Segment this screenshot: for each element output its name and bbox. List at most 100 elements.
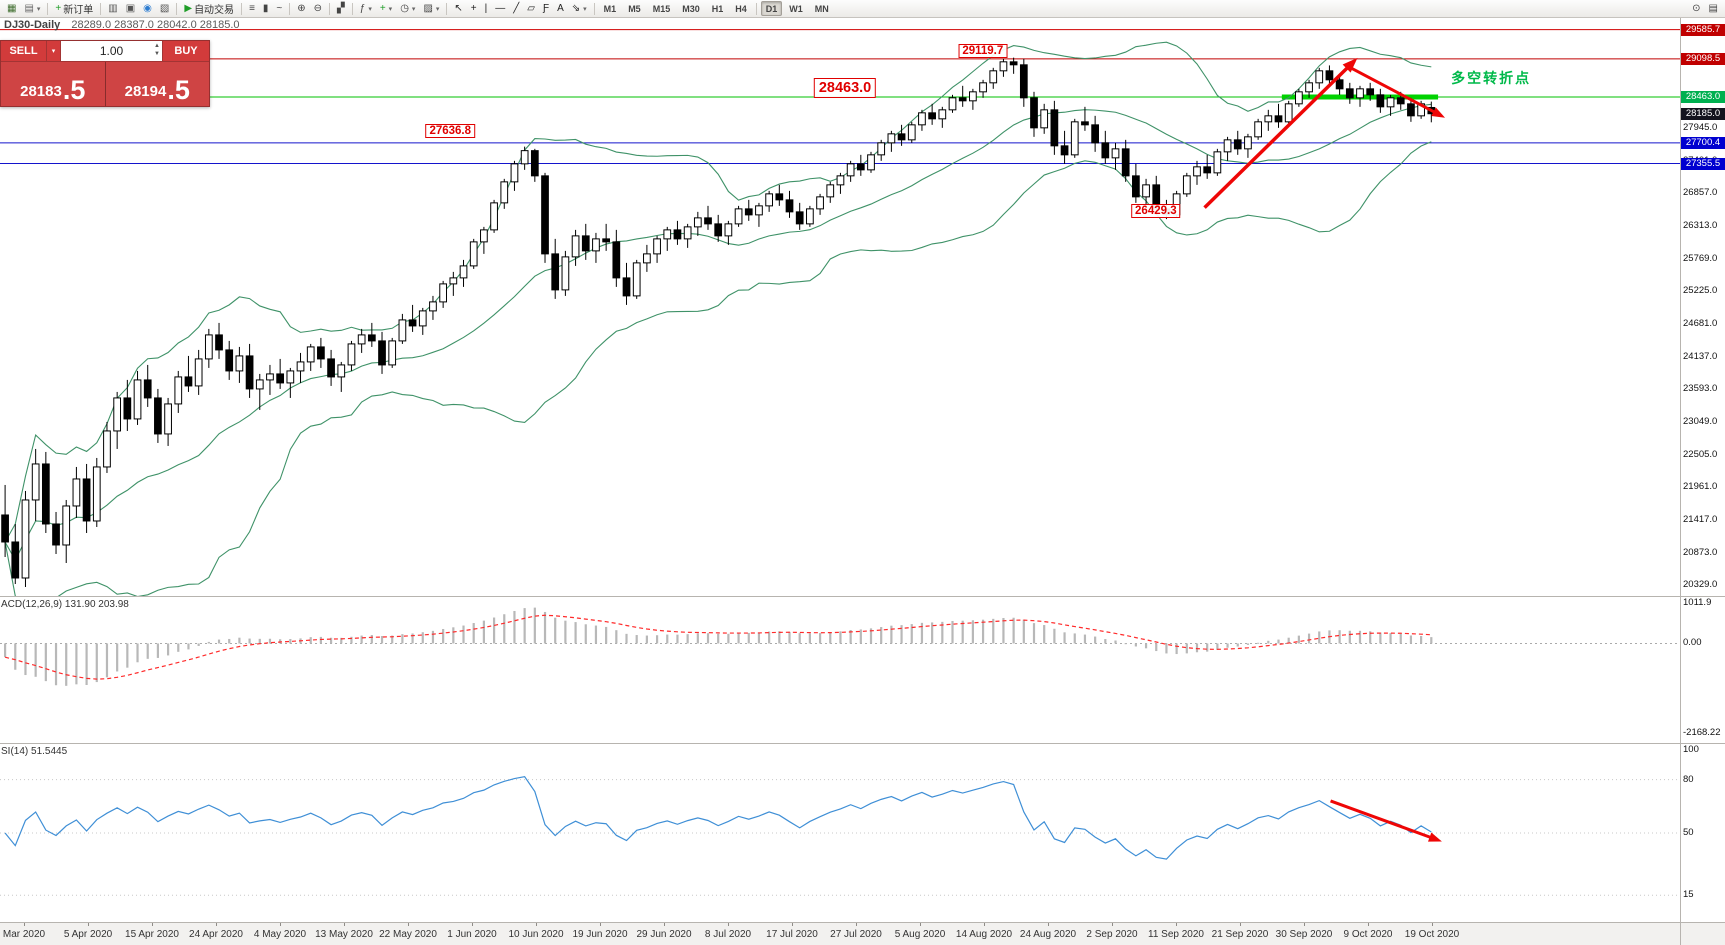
timeframe-m5[interactable]: M5: [628, 4, 641, 14]
sell-price-main: 28183: [20, 83, 62, 100]
add-indicator-button[interactable]: + ▾: [376, 1, 396, 17]
arrows-tool-button[interactable]: ⇘ ▾: [568, 1, 591, 17]
timeframe-m1[interactable]: M1: [603, 4, 617, 14]
macd-axis[interactable]: 1011.9 0.00 -2168.22: [1680, 597, 1725, 743]
chart-search-button[interactable]: ⊙: [1688, 1, 1704, 17]
auto-trading-button[interactable]: ▶ 自动交易: [180, 1, 238, 17]
date-label: 29 Jun 2020: [636, 929, 692, 940]
macd-pane[interactable]: ACD(12,26,9) 131.90 203.98: [0, 597, 1680, 743]
date-label: 13 May 2020: [315, 929, 373, 940]
time-tick: [600, 923, 601, 926]
time-axis[interactable]: Mar 2020 5 Apr 2020 15 Apr 2020 24 Apr 2020…: [0, 923, 1680, 945]
text-label-button[interactable]: A: [553, 1, 568, 17]
date-label: 30 Sep 2020: [1275, 929, 1333, 940]
templates-icon: ▨: [423, 2, 433, 14]
timeframe-d1[interactable]: D1: [760, 1, 783, 16]
chart-profiles-dropdown-icon[interactable]: ▾: [36, 5, 41, 13]
navigator-button[interactable]: ◉: [139, 1, 156, 17]
timeframe-h1[interactable]: H1: [711, 4, 724, 14]
buy-button[interactable]: BUY: [163, 41, 209, 61]
order-type-dropdown-icon[interactable]: ▾: [47, 41, 61, 61]
new-chart-button[interactable]: ▦: [3, 1, 20, 17]
date-label: 14 Aug 2020: [955, 929, 1013, 940]
axis-corner: [1680, 923, 1725, 945]
price-tag: 27700.4: [1681, 136, 1725, 149]
time-tick: [88, 923, 89, 926]
navigator-icon: ◉: [143, 2, 152, 14]
price-tag: 29098.5: [1681, 52, 1725, 65]
print-button[interactable]: ▤: [1705, 1, 1722, 17]
fibonacci-button[interactable]: Ƒ: [539, 1, 553, 17]
pane-splitter[interactable]: [0, 922, 1725, 923]
horizontal-line-button[interactable]: —: [491, 1, 509, 17]
cursor-button[interactable]: ↖: [450, 1, 466, 17]
periods-button[interactable]: ◷ ▾: [396, 1, 419, 17]
bar-chart-icon: ≡: [249, 2, 255, 14]
templates-dropdown-icon[interactable]: ▾: [435, 5, 440, 13]
zoom-in-button[interactable]: ⊕: [293, 1, 309, 17]
date-label: 21 Sep 2020: [1211, 929, 1269, 940]
line-chart-button[interactable]: ~: [272, 1, 286, 17]
rsi-axis[interactable]: 100 80 50 15: [1680, 744, 1725, 922]
zoom-out-button[interactable]: ⊖: [310, 1, 326, 17]
macd-chart[interactable]: [0, 597, 1680, 743]
trendline-button[interactable]: ╱: [509, 1, 523, 17]
date-label: 19 Jun 2020: [572, 929, 628, 940]
volume-field[interactable]: 1.00 ▲ ▼: [61, 41, 163, 61]
new-order-button[interactable]: + 新订单: [51, 1, 97, 17]
toolbar-separator: [47, 2, 49, 15]
arrows-tool-dropdown-icon[interactable]: ▾: [583, 5, 587, 13]
timeframe-mn[interactable]: MN: [814, 4, 829, 14]
time-tick: [344, 923, 345, 926]
auto-trading-icon: ▶: [184, 2, 193, 14]
timeframe-h4[interactable]: H4: [735, 4, 747, 14]
price-tick: 23049.0: [1683, 415, 1718, 427]
time-tick: [856, 923, 857, 926]
market-watch-button[interactable]: ▥: [104, 1, 121, 17]
rsi-pane[interactable]: SI(14) 51.5445: [0, 744, 1680, 922]
sell-price[interactable]: 28183 .5: [1, 62, 106, 106]
volume-up-icon[interactable]: ▲: [154, 43, 160, 49]
price-tick: 26857.0: [1683, 187, 1718, 199]
candlestick-chart[interactable]: [0, 18, 1680, 596]
data-window-button[interactable]: ▣: [122, 1, 139, 17]
terminal-button[interactable]: ▧: [156, 1, 173, 17]
chart-profiles-icon: ▤: [24, 2, 34, 14]
templates-button[interactable]: ▨ ▾: [419, 1, 443, 17]
timeframe-m30[interactable]: M30: [682, 4, 700, 14]
periods-dropdown-icon[interactable]: ▾: [411, 5, 416, 13]
data-window-icon: ▣: [125, 2, 136, 14]
tile-windows-button[interactable]: ▞: [333, 1, 349, 17]
buy-price[interactable]: 28194 .5: [106, 62, 210, 106]
timeframe-m15[interactable]: M15: [652, 4, 671, 14]
timeframe-w1[interactable]: W1: [789, 4, 803, 14]
add-indicator-dropdown-icon[interactable]: ▾: [388, 5, 393, 13]
time-tick: [536, 923, 537, 926]
toolbar-separator: [176, 2, 178, 15]
indicators-dropdown-icon[interactable]: ▾: [368, 5, 372, 13]
time-tick: [1176, 923, 1177, 926]
vertical-line-icon: |: [484, 2, 488, 14]
rsi-chart[interactable]: [0, 744, 1680, 922]
bar-chart-button[interactable]: ≡: [245, 1, 259, 17]
add-indicator-icon: +: [379, 2, 386, 14]
sell-price-pip: .5: [62, 75, 86, 105]
time-tick: [280, 923, 281, 926]
indicators-button[interactable]: ƒ ▾: [356, 1, 376, 17]
candlestick-chart-button[interactable]: ▮: [259, 1, 273, 17]
crosshair-button[interactable]: +: [467, 1, 481, 17]
sell-button[interactable]: SELL: [1, 41, 47, 61]
price-axis[interactable]: 27945.027401.026857.026313.025769.025225…: [1680, 18, 1725, 596]
price-tick: 22505.0: [1683, 448, 1718, 460]
chart-search-icon: ⊙: [1692, 2, 1701, 14]
equidistant-channel-button[interactable]: ▱: [523, 1, 539, 17]
chart-profiles-button[interactable]: ▤ ▾: [20, 1, 44, 17]
pane-splitter[interactable]: [0, 743, 1725, 744]
main-chart-pane[interactable]: DJ30-Daily 28289.0 28387.0 28042.0 28185…: [0, 18, 1680, 596]
buy-price-pip: .5: [167, 75, 190, 105]
volume-down-icon[interactable]: ▼: [154, 51, 160, 57]
vertical-line-button[interactable]: |: [481, 1, 492, 17]
price-tick: 25225.0: [1683, 285, 1718, 297]
pane-splitter[interactable]: [0, 596, 1725, 597]
price-tick: 20873.0: [1683, 546, 1718, 558]
